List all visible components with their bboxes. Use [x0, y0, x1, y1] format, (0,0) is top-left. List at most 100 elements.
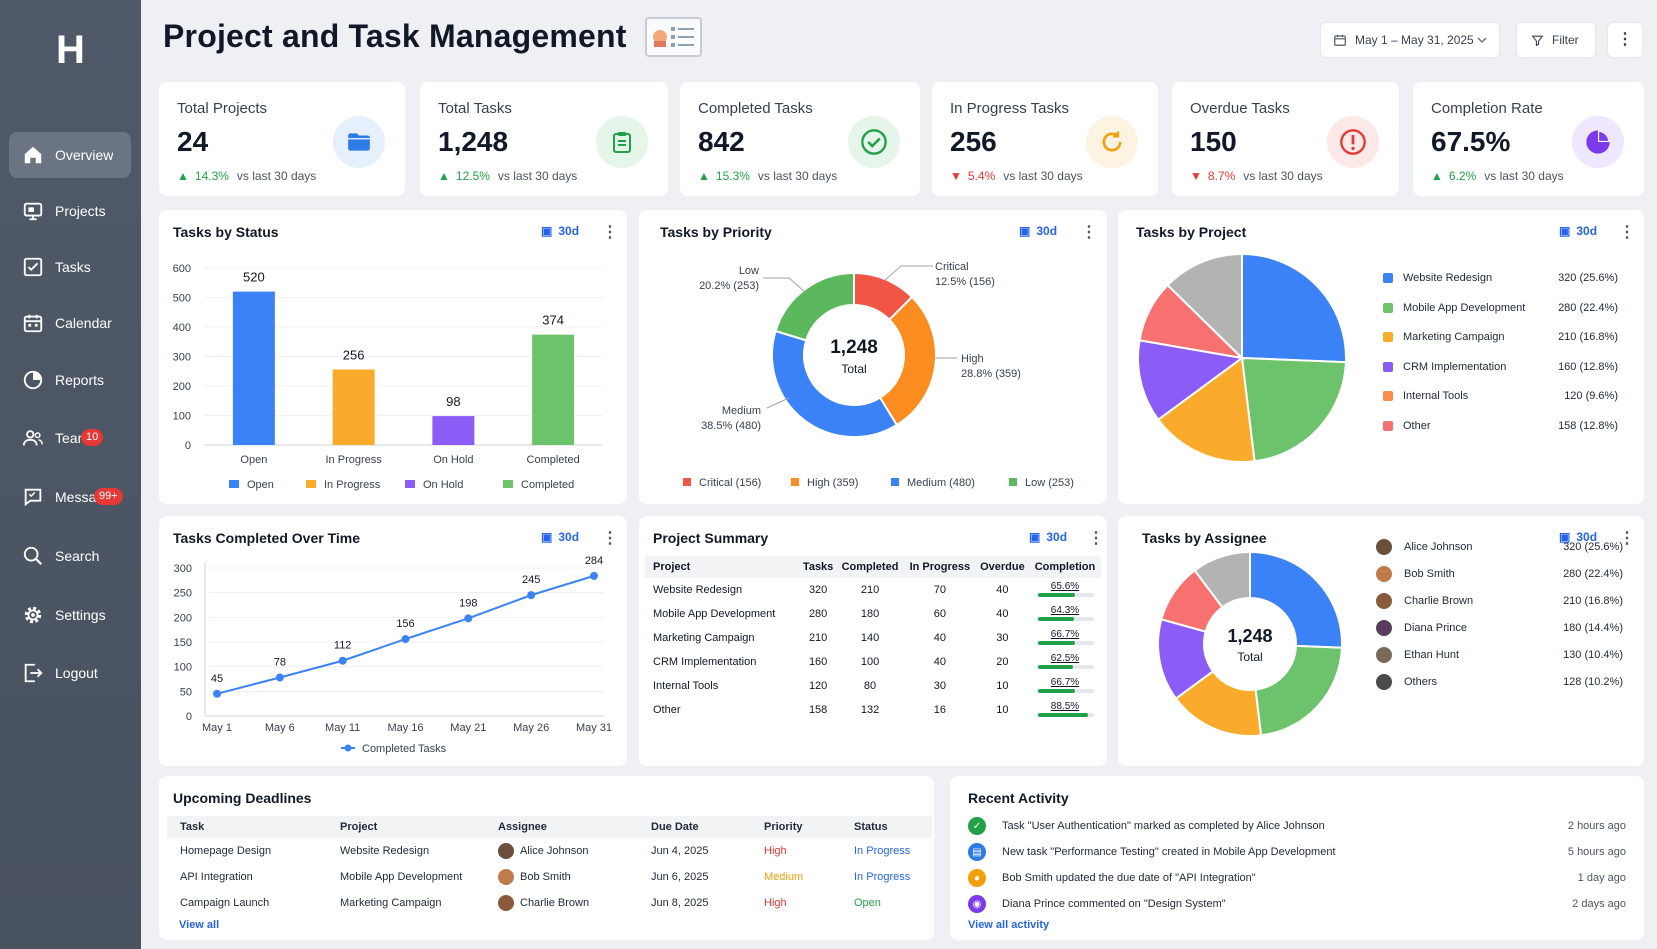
- activity-item[interactable]: ▤ New task "Performance Testing" created …: [968, 842, 1626, 862]
- activity-time: 5 hours ago: [1567, 846, 1626, 858]
- date-range-picker[interactable]: May 1 – May 31, 2025: [1320, 22, 1500, 58]
- sidebar-item-label: Messages: [55, 489, 96, 505]
- completion-label: 62.5%: [1050, 653, 1080, 664]
- sidebar-item-search[interactable]: Search: [9, 533, 131, 579]
- legend-swatch: [1383, 391, 1393, 401]
- sidebar-item-logout[interactable]: Logout: [9, 650, 131, 696]
- range-selector[interactable]: ▣ 30d: [1029, 530, 1068, 544]
- legend-item: Charlie Brown 210 (16.8%): [1376, 593, 1623, 609]
- cell-completion: 66.7%: [1029, 674, 1101, 698]
- sidebar-item-label: Tasks: [55, 259, 91, 275]
- range-selector[interactable]: ▣ 30d: [541, 530, 580, 544]
- sidebar-item-projects[interactable]: Projects: [9, 188, 131, 234]
- sidebar-item-messages[interactable]: Messages 99+: [9, 474, 131, 520]
- panel-title: Upcoming Deadlines: [173, 790, 312, 806]
- more-options-button[interactable]: ⋮: [1607, 22, 1643, 58]
- data-label: 45: [211, 673, 223, 685]
- slice-label: Medium: [722, 405, 761, 417]
- kpi-delta-value: 15.3%: [715, 169, 750, 183]
- activity-item[interactable]: ◉ Diana Prince commented on "Design Syste…: [968, 894, 1626, 914]
- column-header: Tasks: [800, 556, 837, 578]
- panel-menu-icon[interactable]: ⋮: [1619, 530, 1635, 547]
- data-point: [275, 673, 284, 682]
- legend-item: Ethan Hunt 130 (10.4%): [1376, 647, 1623, 663]
- sidebar-item-team[interactable]: Team 10: [9, 415, 131, 461]
- completion-progress: 65.6%: [1036, 581, 1094, 599]
- kpi-card: Overdue Tasks 150 ▼ 8.7% vs last 30 days: [1172, 82, 1399, 196]
- legend-item: Bob Smith 280 (22.4%): [1376, 566, 1623, 582]
- kpi-delta-value: 5.4%: [967, 169, 996, 183]
- x-tick-label: In Progress: [326, 454, 383, 466]
- table-row[interactable]: Homepage Design Website Redesign Alice Joh…: [167, 838, 932, 864]
- assignee-name: Alice Johnson: [520, 844, 589, 857]
- sidebar-item-calendar[interactable]: Calendar: [9, 300, 131, 346]
- range-selector[interactable]: ▣ 30d: [1559, 530, 1598, 544]
- slice-label: Critical: [935, 261, 969, 273]
- pie-slice: [1240, 356, 1347, 463]
- tasks-by-priority-panel: Tasks by Priority ▣ 30d ⋮ 1,248 Total Criti…: [639, 210, 1107, 504]
- sidebar-item-label: Team: [55, 430, 83, 446]
- table-row[interactable]: CRM Implementation 160 100 40 20 62.5%: [645, 650, 1101, 674]
- range-selector[interactable]: ▣ 30d: [541, 224, 580, 238]
- panel-menu-icon[interactable]: ⋮: [602, 224, 618, 241]
- progress-fill: [1037, 617, 1074, 621]
- cell-in-progress: 70: [933, 584, 946, 596]
- activity-item[interactable]: ● Bob Smith updated the due date of "API …: [968, 868, 1626, 888]
- table-row[interactable]: Other 158 132 16 10 88.5%: [645, 698, 1101, 722]
- activity-item[interactable]: ✓ Task "User Authentication" marked as co…: [968, 816, 1626, 836]
- sidebar-item-settings[interactable]: Settings: [9, 592, 131, 638]
- kpi-label: Total Tasks: [438, 100, 512, 117]
- table-row[interactable]: Internal Tools 120 80 30 10 66.7%: [645, 674, 1101, 698]
- view-all-link[interactable]: View all: [179, 919, 220, 931]
- table-row[interactable]: API Integration Mobile App Development Bob…: [167, 864, 932, 890]
- cell-completed: 132: [860, 704, 880, 716]
- range-selector[interactable]: ▣ 30d: [1019, 224, 1058, 238]
- legend-swatch: [229, 480, 239, 488]
- x-tick-label: May 31: [576, 722, 612, 734]
- panel-menu-icon[interactable]: ⋮: [1081, 224, 1097, 241]
- legend-label: Medium (480): [907, 477, 975, 489]
- legend-marker: [344, 744, 352, 752]
- project-summary-panel: Project Summary ▣ 30d ⋮ Project Tasks Com…: [639, 516, 1107, 766]
- cell-tasks: 320: [808, 584, 828, 596]
- sidebar-item-overview[interactable]: Overview: [9, 132, 131, 178]
- donut-center-label: Total: [841, 362, 866, 376]
- cell-due-date: Jun 8, 2025: [651, 897, 709, 909]
- range-selector[interactable]: ▣ 30d: [1559, 224, 1598, 238]
- cell-completion: 62.5%: [1029, 650, 1101, 674]
- filter-button[interactable]: Filter: [1516, 22, 1596, 58]
- sidebar-item-label: Search: [55, 548, 100, 564]
- panel-menu-icon[interactable]: ⋮: [1619, 224, 1635, 241]
- cell-priority: Medium: [764, 871, 804, 883]
- column-header: Assignee: [485, 816, 638, 838]
- table-row[interactable]: Marketing Campaign 210 140 40 30 66.7%: [645, 626, 1101, 650]
- table-row[interactable]: Campaign Launch Marketing Campaign Charlie…: [167, 890, 932, 916]
- y-tick-label: 100: [173, 411, 191, 423]
- cell-priority: High: [764, 845, 787, 857]
- legend-label: In Progress: [324, 479, 381, 491]
- sidebar-item-tasks[interactable]: Tasks: [9, 244, 131, 290]
- kpi-delta: ▲ 14.3% vs last 30 days: [177, 169, 316, 183]
- view-all-activity-link[interactable]: View all activity: [968, 919, 1050, 931]
- cell-completed: 80: [863, 680, 877, 692]
- panel-menu-icon[interactable]: ⋮: [1088, 530, 1104, 547]
- cell-assignee: Charlie Brown: [485, 890, 638, 916]
- cell-in-progress: 60: [933, 608, 946, 620]
- x-tick-label: May 1: [202, 722, 232, 734]
- legend-label: Internal Tools: [1403, 390, 1469, 402]
- kebab-icon: ⋮: [1617, 31, 1633, 48]
- y-tick-label: 300: [173, 352, 191, 364]
- sidebar-item-reports[interactable]: Reports: [9, 357, 131, 403]
- completion-progress: 66.7%: [1036, 629, 1094, 647]
- assignee-name: Charlie Brown: [520, 896, 590, 909]
- callout-line: [766, 397, 790, 409]
- table-row[interactable]: Mobile App Development 280 180 60 40 64.3%: [645, 602, 1101, 626]
- table-row[interactable]: Website Redesign 320 210 70 40 65.6%: [645, 578, 1101, 602]
- panel-menu-icon[interactable]: ⋮: [602, 530, 618, 547]
- legend-value: 180 (14.4%): [1563, 622, 1623, 634]
- legend-label: Completed: [521, 479, 574, 491]
- avatar: [1376, 593, 1392, 609]
- panel-title: Tasks by Project: [1136, 224, 1247, 240]
- tasks-by-status-panel: Tasks by Status ▣ 30d ⋮ 0 100 200 300 400 500 6…: [159, 210, 627, 504]
- table-header-row: Task Project Assignee Due Date Priority …: [167, 816, 932, 838]
